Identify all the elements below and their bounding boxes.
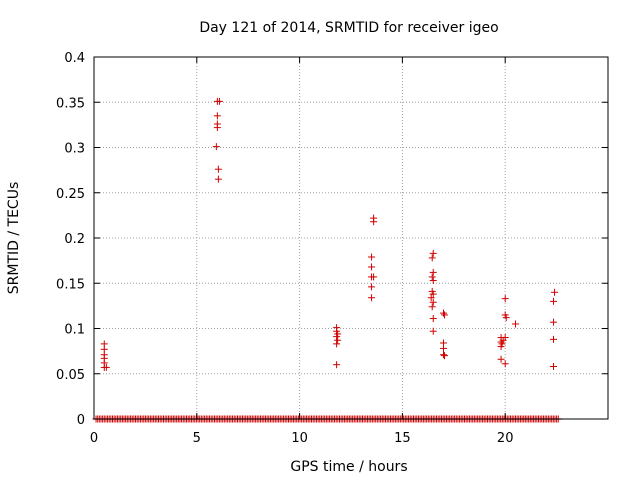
y-tick-label: 0.2 — [64, 232, 85, 247]
data-point — [501, 295, 509, 303]
data-point — [427, 294, 435, 302]
data-point — [368, 294, 376, 302]
data-point — [368, 253, 376, 261]
y-axis-label: SRMTID / TECUs — [6, 182, 22, 295]
data-point — [429, 327, 437, 335]
data-point — [333, 361, 341, 369]
grid-lines — [94, 57, 608, 419]
data-point — [501, 360, 509, 368]
y-tick-label: 0.35 — [56, 96, 85, 111]
data-point — [497, 355, 505, 363]
plot-frame — [93, 56, 609, 420]
x-tick-label: 10 — [291, 431, 308, 446]
data-point — [214, 175, 222, 183]
data-point — [102, 363, 110, 371]
data-points — [92, 97, 563, 423]
data-point — [429, 298, 437, 306]
x-tick-label: 0 — [90, 431, 98, 446]
x-tick-label: 20 — [497, 431, 514, 446]
x-axis-label: GPS time / hours — [290, 459, 407, 475]
data-point — [214, 165, 222, 173]
data-point — [441, 352, 449, 360]
y-tick-label: 0.4 — [64, 51, 85, 66]
data-point — [368, 263, 376, 271]
data-point — [429, 315, 437, 323]
data-point — [370, 218, 378, 226]
data-point — [370, 273, 378, 281]
data-point — [550, 363, 558, 371]
y-tick-label: 0.3 — [64, 142, 85, 157]
data-point — [368, 283, 376, 291]
data-point — [440, 344, 448, 352]
data-point — [550, 335, 558, 343]
data-point — [440, 309, 448, 317]
y-tick-label: 0.05 — [56, 368, 85, 383]
data-point — [213, 112, 221, 120]
data-point — [429, 290, 437, 298]
data-point — [429, 249, 437, 257]
data-point — [551, 288, 559, 296]
y-tick-label: 0.15 — [56, 277, 85, 292]
data-point — [215, 97, 223, 105]
data-point — [428, 273, 436, 281]
data-point — [429, 268, 437, 276]
data-point — [334, 336, 342, 344]
data-point — [497, 343, 505, 351]
data-point — [212, 143, 220, 151]
y-tick-label: 0.1 — [64, 323, 85, 338]
data-point — [428, 303, 436, 311]
data-point — [440, 351, 448, 359]
data-point — [428, 254, 436, 262]
y-tick-label: 0 — [77, 413, 85, 428]
data-point — [502, 314, 510, 322]
x-tick-label: 5 — [193, 431, 201, 446]
x-tick-label: 15 — [394, 431, 411, 446]
data-point — [441, 311, 449, 319]
data-point — [501, 334, 509, 342]
data-point — [333, 333, 341, 341]
y-tick-label: 0.25 — [56, 187, 85, 202]
chart-title: Day 121 of 2014, SRMTID for receiver ige… — [199, 20, 498, 36]
data-point — [333, 340, 341, 348]
data-point — [511, 320, 519, 328]
y-axis-ticks: 0 0.05 0.1 0.15 0.2 0.25 0.3 0.35 0.4 — [56, 51, 608, 428]
data-point — [550, 318, 558, 326]
data-point — [550, 297, 558, 305]
x-axis-ticks: 0 5 10 15 20 — [90, 57, 514, 446]
data-point — [429, 277, 437, 285]
data-point — [213, 124, 221, 132]
